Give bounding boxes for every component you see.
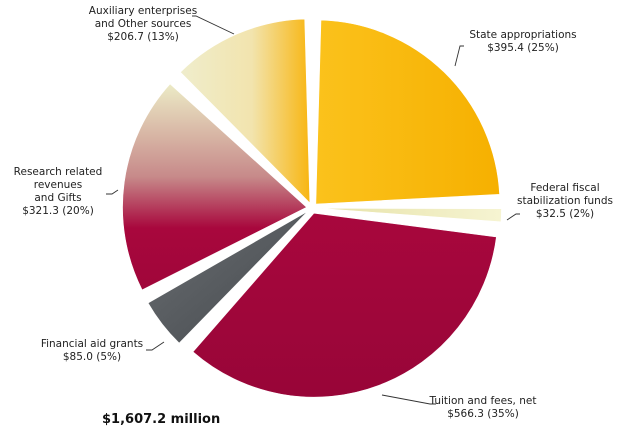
pie-slice-state-appropriations [315,19,500,205]
leader-line [454,45,464,67]
slice-label-line: $566.3 (35%) [447,408,519,420]
leader-line [381,394,436,405]
leader-line [506,213,520,221]
slice-label: Tuition and fees, net $566.3 (35%) [429,395,537,420]
slice-label-line: $321.3 (20%) [22,205,94,217]
leader-line [146,341,165,351]
slice-label: Federal fiscal stabilization funds $32.5 (… [517,182,613,220]
leader-line [106,189,119,195]
slice-label-line: State appropriations [469,29,576,41]
pie-slice-federal-fiscal-stabilization-funds [317,207,502,223]
slice-label: Research related revenues and Gifts $321.3 … [14,166,103,217]
slice-label-line: $85.0 (5%) [63,351,121,363]
slice-label-line: Financial aid grants [41,338,143,350]
slice-label-line: $395.4 (25%) [487,42,559,54]
pie-slice-research-related-revenues-and-gifts [122,83,308,291]
slice-label-line: Tuition and fees, net [429,395,537,407]
slice-label-line: Auxiliary enterprises [89,5,197,17]
slice-label-line: and Other sources [95,18,192,30]
slice-label-line: revenues [34,179,82,191]
slice-label-line: Research related [14,166,103,178]
total-label: $1,607.2 million [102,412,221,427]
pie-slice-tuition-and-fees-net [192,212,497,398]
slice-label-line: $206.7 (13%) [107,31,179,43]
slice-label-line: and Gifts [34,192,81,204]
slice-label-line: $32.5 (2%) [536,208,594,220]
slice-label: Financial aid grants $85.0 (5%) [41,338,143,363]
slice-label: State appropriations $395.4 (25%) [469,29,576,54]
leader-line [192,15,235,35]
slice-label-line: Federal fiscal [530,182,599,194]
pie-slice-auxiliary-enterprises-and-other-sources [179,18,311,204]
pie-slice-financial-aid-grants [147,211,308,344]
slice-label-line: stabilization funds [517,195,613,207]
slice-label: Auxiliary enterprises and Other sources $2… [89,5,197,43]
